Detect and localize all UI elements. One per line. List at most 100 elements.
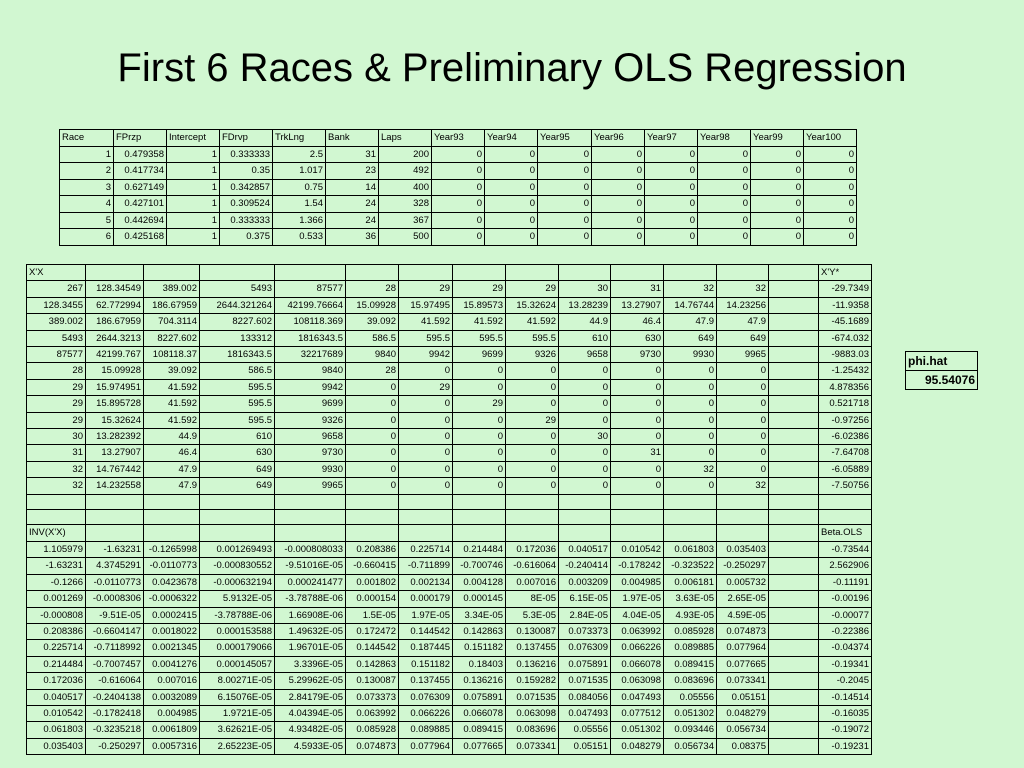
- table-cell: 0: [484, 178, 538, 196]
- vector-label: X'Y*: [818, 263, 872, 282]
- xtx-row: 267 128.34549 389.002 5493 87577 28 29 29 29 30 31…: [26, 280, 872, 298]
- race-table-row: 3 0.627149 1 0.342857 0.75 14 400 0 0 0 0 0 0 0 0: [59, 178, 857, 196]
- empty-cell: [199, 493, 275, 511]
- table-cell: 41.592: [398, 313, 453, 331]
- table-cell: 15.89573: [452, 296, 506, 315]
- table-cell: 0: [591, 162, 645, 180]
- table-cell: 0: [452, 428, 506, 446]
- table-cell: 0.004128: [452, 573, 506, 592]
- table-cell: -7.50756: [818, 477, 872, 495]
- table-cell: 630: [610, 329, 664, 348]
- table-cell: 0: [697, 162, 751, 180]
- table-cell: 6.15E-05: [558, 590, 611, 608]
- table-cell: 0: [431, 162, 485, 180]
- table-cell: 0: [505, 460, 559, 479]
- table-cell: 4.04394E-05: [274, 704, 346, 723]
- table-cell: 0.093446: [663, 721, 717, 739]
- table-cell: 1: [166, 211, 220, 229]
- table-cell: 30: [558, 280, 611, 298]
- table-cell: 186.67959: [143, 296, 200, 315]
- empty-cell: [345, 509, 399, 526]
- table-cell: 0.004985: [143, 704, 200, 723]
- table-cell: 3: [59, 178, 114, 196]
- table-cell: 389.002: [26, 313, 86, 331]
- table-cell: 0.047493: [610, 688, 664, 706]
- table-cell: -0.19231: [818, 737, 872, 756]
- table-cell: [768, 606, 819, 624]
- table-cell: 0: [716, 378, 769, 397]
- table-cell: 0: [484, 228, 538, 246]
- table-cell: 128.3455: [26, 296, 86, 315]
- table-cell: 0: [697, 228, 751, 246]
- xtx-label-row: X'X X'Y*: [26, 263, 872, 282]
- vector-label: Beta.OLS: [818, 524, 872, 542]
- table-cell: 14: [325, 178, 379, 196]
- table-cell: 0.077512: [610, 704, 664, 723]
- empty-cell: [558, 524, 611, 542]
- table-cell: 0.627149: [113, 178, 167, 196]
- table-cell: 0.040517: [26, 688, 86, 706]
- table-cell: 0.000153588: [199, 622, 275, 641]
- table-cell: -674.032: [818, 329, 872, 348]
- empty-cell: [199, 509, 275, 526]
- phi-hat-label: phi.hat: [905, 351, 978, 371]
- table-cell: 0: [750, 178, 804, 196]
- table-cell: 2.84E-05: [558, 606, 611, 624]
- table-cell: 0: [750, 162, 804, 180]
- table-cell: 9658: [274, 428, 346, 446]
- table-cell: 0.074873: [345, 737, 399, 756]
- empty-cell: [398, 493, 453, 511]
- table-cell: 2644.321264: [199, 296, 275, 315]
- table-cell: 30: [558, 428, 611, 446]
- empty-cell: [452, 263, 506, 282]
- table-cell: 47.9: [663, 313, 717, 331]
- table-cell: -0.6604147: [85, 622, 144, 641]
- table-cell: 0.003209: [558, 573, 611, 592]
- empty-cell: [345, 493, 399, 511]
- table-cell: 0.047493: [558, 704, 611, 723]
- table-cell: 9942: [398, 346, 453, 364]
- empty-cell: [143, 493, 200, 511]
- table-cell: -0.2045: [818, 672, 872, 690]
- empty-cell: [716, 524, 769, 542]
- table-cell: -0.3235218: [85, 721, 144, 739]
- table-cell: 1.017: [272, 162, 326, 180]
- table-cell: 0.333333: [219, 145, 273, 163]
- table-cell: 0.0061809: [143, 721, 200, 739]
- table-cell: 595.5: [398, 329, 453, 348]
- empty-cell: [452, 509, 506, 526]
- table-cell: 0.208386: [26, 622, 86, 641]
- table-cell: 586.5: [199, 362, 275, 380]
- table-cell: 586.5: [345, 329, 399, 348]
- table-cell: 0: [398, 395, 453, 413]
- table-cell: 9840: [345, 346, 399, 364]
- table-cell: 15.09928: [345, 296, 399, 315]
- table-cell: 0.085928: [345, 721, 399, 739]
- empty-cell: [345, 263, 399, 282]
- inv-row: 0.172036 -0.616064 0.007016 8.00271E-05 5.29…: [26, 672, 872, 690]
- slide-title: First 6 Races & Preliminary OLS Regressi…: [117, 46, 907, 90]
- table-cell: 0: [398, 362, 453, 380]
- table-cell: 0: [697, 211, 751, 229]
- xtx-row: 29 15.32624 41.592 595.5 9326 0 0 0 29 0 0 0 0 -0.972…: [26, 411, 872, 430]
- table-cell: 492: [378, 162, 432, 180]
- table-cell: [768, 655, 819, 674]
- column-header: Year98: [697, 129, 751, 147]
- table-cell: [768, 444, 819, 462]
- table-cell: -0.04374: [818, 639, 872, 657]
- table-cell: 6.15076E-05: [199, 688, 275, 706]
- table-cell: 0.0057316: [143, 737, 200, 756]
- table-cell: 649: [663, 329, 717, 348]
- table-cell: 41.592: [452, 313, 506, 331]
- table-cell: 0: [803, 195, 857, 213]
- table-cell: 0: [663, 362, 717, 380]
- table-cell: 0.142863: [345, 655, 399, 674]
- table-cell: 0.051302: [610, 721, 664, 739]
- table-cell: 0.0032089: [143, 688, 200, 706]
- empty-cell: [26, 493, 86, 511]
- empty-cell: [610, 263, 664, 282]
- table-cell: 186.67959: [85, 313, 144, 331]
- table-cell: -0.2404138: [85, 688, 144, 706]
- inv-row: 0.061803 -0.3235218 0.0061809 3.62621E-05 4.…: [26, 721, 872, 739]
- column-header: Year93: [431, 129, 485, 147]
